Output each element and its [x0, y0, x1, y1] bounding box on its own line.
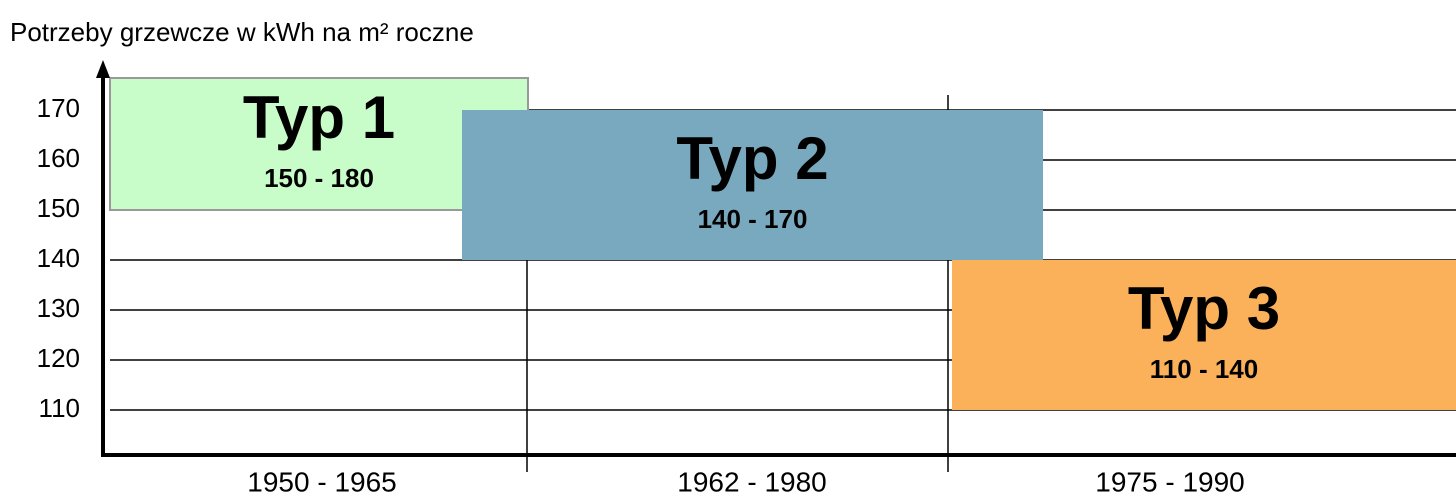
y-tick-label: 130 — [37, 293, 80, 323]
series-name: Typ 2 — [676, 125, 828, 192]
series-name: Typ 1 — [243, 84, 395, 151]
y-tick-label: 160 — [37, 143, 80, 173]
range-bar — [462, 110, 1043, 260]
y-tick-label: 150 — [37, 193, 80, 223]
y-tick-label: 170 — [37, 93, 80, 123]
y-tick-label: 120 — [37, 343, 80, 373]
range-label: 140 - 170 — [698, 204, 808, 234]
x-tick-label: 1950 - 1965 — [247, 466, 396, 497]
x-tick-label: 1962 - 1980 — [677, 466, 826, 497]
x-tick-label: 1975 - 1990 — [1095, 466, 1244, 497]
range-label: 150 - 180 — [264, 163, 374, 193]
series-name: Typ 3 — [1128, 275, 1280, 342]
y-tick-label: 110 — [39, 393, 80, 423]
y-axis-label: Potrzeby grzewcze w kWh na m² roczne — [10, 17, 474, 47]
range-bar — [952, 260, 1456, 410]
y-tick-label: 140 — [37, 243, 80, 273]
range-label: 110 - 140 — [1150, 354, 1258, 384]
range-bar — [109, 77, 529, 211]
y-axis-arrow — [96, 60, 110, 78]
